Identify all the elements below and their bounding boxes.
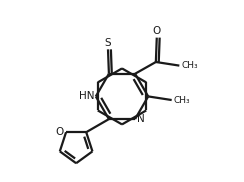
Text: HN: HN <box>79 91 94 101</box>
Text: N: N <box>137 114 145 124</box>
Text: O: O <box>153 26 161 36</box>
Text: S: S <box>105 37 111 48</box>
Text: CH₃: CH₃ <box>173 96 190 104</box>
Text: CH₃: CH₃ <box>181 61 198 70</box>
Text: O: O <box>55 127 63 137</box>
